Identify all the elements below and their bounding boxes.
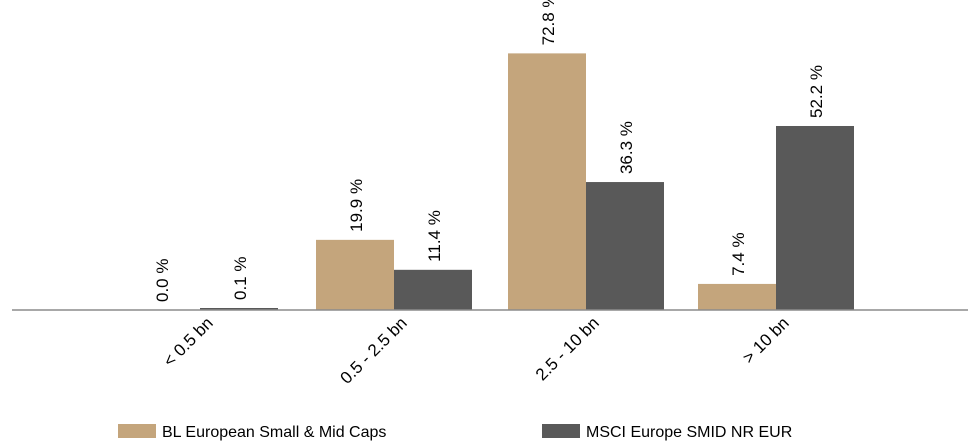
value-label-msci-2: 36.3 % [617,121,636,174]
category-label-2: 2.5 - 10 bn [532,313,603,384]
category-labels-layer: < 0.5 bn 0.5 - 2.5 bn 2.5 - 10 bn > 10 bn [160,313,793,387]
bar-msci-2 [586,182,664,310]
value-labels-layer: 0.0 % 0.1 % 19.9 % 11.4 % 72.8 % 36.3 % 7.4 % 5… [153,0,826,302]
value-label-bl-2: 72.8 % [539,0,558,45]
value-label-bl-1: 19.9 % [347,179,366,232]
bars-layer [200,53,854,311]
value-label-bl-0: 0.0 % [153,259,172,302]
category-label-0: < 0.5 bn [160,313,217,370]
bar-msci-1 [394,269,472,310]
legend-label-msci: MSCI Europe SMID NR EUR [586,424,792,441]
value-label-msci-0: 0.1 % [231,257,250,300]
legend: BL European Small & Mid Caps MSCI Europe … [118,424,792,441]
bar-msci-0 [200,308,278,310]
category-label-1: 0.5 - 2.5 bn [337,313,411,387]
legend-swatch-msci [542,424,580,438]
category-label-3: > 10 bn [739,313,793,367]
value-label-msci-1: 11.4 % [425,210,444,262]
bar-bl-3 [698,283,776,310]
legend-label-bl: BL European Small & Mid Caps [162,424,386,441]
value-label-msci-3: 52.2 % [807,65,826,118]
bar-bl-1 [316,239,394,310]
legend-swatch-bl [118,424,156,438]
bar-bl-2 [508,53,586,310]
bar-msci-3 [776,125,854,311]
value-label-bl-3: 7.4 % [729,232,748,275]
